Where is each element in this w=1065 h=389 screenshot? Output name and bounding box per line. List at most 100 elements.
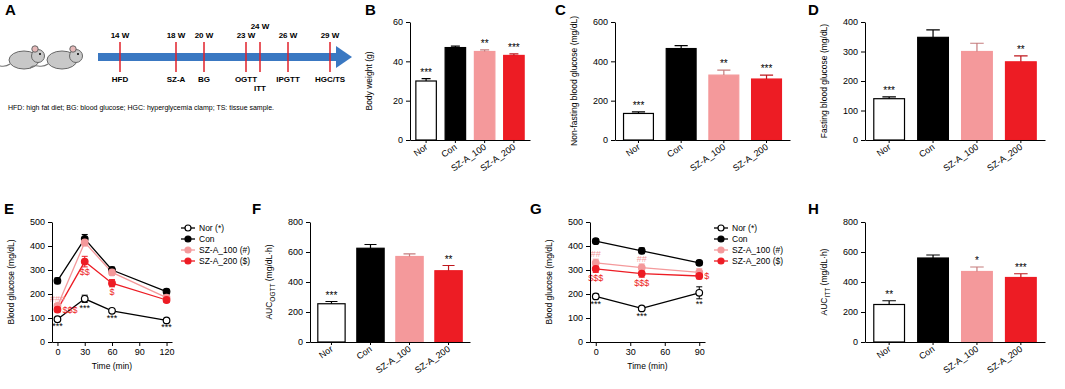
significance: *** xyxy=(52,321,63,331)
y-axis-title: Body weight (g) xyxy=(364,51,374,110)
y-axis-line xyxy=(410,23,411,141)
error-bar xyxy=(443,266,455,271)
x-axis-tick: Con xyxy=(355,342,374,362)
series-line xyxy=(57,239,166,292)
panel-label: H xyxy=(808,200,819,217)
tick-mark xyxy=(611,22,615,23)
figure: A14 WHFD18 WSZ-A20 WBG23 WOGTT24 WITT26 … xyxy=(0,0,1065,389)
significance: ** xyxy=(445,254,453,265)
y-axis: 0200400600800 xyxy=(288,217,311,347)
tick-mark xyxy=(406,61,410,62)
legend-item: SZ-A_100 (#) xyxy=(181,245,250,255)
week-label: 24 W xyxy=(251,22,270,31)
tick-mark xyxy=(513,140,514,143)
significance: *** xyxy=(420,67,432,78)
y-axis-title: Non-fasting blood glucose (mg/dL) xyxy=(569,16,579,146)
marker xyxy=(163,297,170,304)
tick-mark xyxy=(861,312,865,313)
timeline-diagram: A14 WHFD18 WSZ-A20 WBG23 WOGTT24 WITT26 … xyxy=(0,1,352,112)
bar xyxy=(918,258,949,342)
tick-label: 500 xyxy=(30,217,45,227)
y-axis-tick: 0 xyxy=(603,135,615,145)
series-line xyxy=(596,269,700,276)
error-bar xyxy=(164,298,170,303)
legend-label: SZ-A_200 ($) xyxy=(732,256,783,266)
footnote: HFD: high fat diet; BG: blood glucose; H… xyxy=(8,104,274,112)
x-axis-tick: Nor xyxy=(412,140,430,158)
panel: ********0204060NorConSZ-A_100SZ-A_200Bod… xyxy=(364,1,531,173)
y-axis-title-part: AUC xyxy=(819,298,829,316)
event-label: OGTT xyxy=(235,75,257,84)
tick-mark xyxy=(306,312,310,313)
timeline-tick xyxy=(119,42,121,72)
legend-label: Nor (*) xyxy=(732,223,757,233)
y-axis-title-part: Non-fasting blood glucose (mg/dL) xyxy=(569,16,579,146)
significance: ## xyxy=(637,254,647,264)
significance: ** xyxy=(720,58,728,69)
tick-label: 90 xyxy=(135,347,145,357)
tick-label: 600 xyxy=(593,17,608,27)
tick-mark xyxy=(484,140,485,143)
y-axis-line xyxy=(590,223,591,343)
y-axis-tick: 600 xyxy=(843,247,865,257)
y-axis-title-part: Blood glucose (mg/dL) xyxy=(544,239,554,324)
y-axis-tick: 0 xyxy=(398,135,410,145)
marker xyxy=(592,266,599,273)
legend-label: Con xyxy=(199,234,215,244)
y-axis: 0100200300400500 xyxy=(30,217,53,347)
error-bar xyxy=(593,265,599,272)
y-axis-title-part: (mg/dL·h) xyxy=(264,244,274,283)
panel-label: G xyxy=(530,200,542,217)
tick-label: 400 xyxy=(843,277,858,287)
tick-mark xyxy=(48,222,52,223)
tick-mark xyxy=(723,140,724,143)
tick-mark xyxy=(586,270,590,271)
error-bar xyxy=(970,267,984,272)
legend-item: Nor (*) xyxy=(181,223,224,233)
y-axis-title-sub: OGTT xyxy=(269,284,276,302)
significance: *** xyxy=(79,303,90,313)
tick-label: 90 xyxy=(695,347,705,357)
timeline-tick xyxy=(175,42,177,72)
tick-mark xyxy=(889,140,890,143)
y-axis-tick: 300 xyxy=(843,47,865,57)
tick-label: SZ-A_100 xyxy=(941,142,980,173)
bar xyxy=(918,37,949,140)
x-axis-tick: Nor xyxy=(317,342,335,360)
y-axis: 0204060 xyxy=(393,17,411,145)
tick-label: SZ-A_100 xyxy=(374,344,413,375)
tick-mark xyxy=(586,246,590,247)
tick-label: SZ-A_200 xyxy=(985,344,1024,375)
legend-marker xyxy=(718,236,724,242)
x-axis-tick: SZ-A_200 xyxy=(985,342,1024,375)
panel-label: E xyxy=(4,200,14,217)
legend-marker xyxy=(185,225,191,231)
tick-mark xyxy=(48,294,52,295)
tick-mark xyxy=(586,222,590,223)
error-bar xyxy=(109,270,115,276)
event-label: HFD xyxy=(112,75,129,84)
tick-mark xyxy=(306,282,310,283)
y-axis-title: AUCOGTT (mg/dL·h) xyxy=(264,244,276,319)
x-axis-tick: 120 xyxy=(160,342,175,357)
x-axis: NorConSZ-A_100SZ-A_200 xyxy=(411,140,531,173)
series-line xyxy=(596,241,700,263)
marker xyxy=(109,280,116,287)
y-axis-tick: 0 xyxy=(298,337,310,347)
timeline-arrow xyxy=(98,53,336,61)
bar xyxy=(624,113,654,140)
bar xyxy=(416,81,436,140)
tick-mark xyxy=(370,342,371,345)
significance: ## xyxy=(591,249,601,259)
marker xyxy=(638,270,645,277)
tick-mark xyxy=(1020,342,1021,345)
x-axis-tick: Con xyxy=(665,140,684,160)
y-axis-line xyxy=(865,223,866,343)
x-axis: NorConSZ-A_100SZ-A_200 xyxy=(616,140,791,173)
tick-mark xyxy=(861,52,865,53)
x-axis: 0306090 xyxy=(591,342,706,357)
tick-mark xyxy=(861,22,865,23)
tick-label: 20 xyxy=(393,96,403,106)
tick-label: 30 xyxy=(626,347,636,357)
x-axis: 0306090120 xyxy=(53,342,175,357)
